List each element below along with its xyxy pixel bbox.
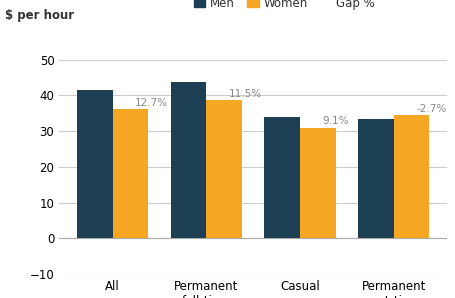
Bar bbox=[299, 128, 335, 238]
Bar bbox=[112, 109, 148, 238]
Text: $ per hour: $ per hour bbox=[5, 9, 74, 22]
Bar bbox=[77, 90, 112, 238]
Bar bbox=[357, 119, 393, 238]
Text: 12.7%: 12.7% bbox=[135, 98, 168, 108]
Text: 11.5%: 11.5% bbox=[228, 89, 261, 99]
Legend: Men, Women, Gap %: Men, Women, Gap % bbox=[193, 0, 374, 10]
Bar bbox=[393, 115, 428, 238]
Bar bbox=[264, 117, 299, 238]
Bar bbox=[170, 82, 206, 238]
Text: 9.1%: 9.1% bbox=[322, 117, 348, 126]
Bar bbox=[206, 100, 241, 238]
Text: -2.7%: -2.7% bbox=[415, 104, 445, 114]
